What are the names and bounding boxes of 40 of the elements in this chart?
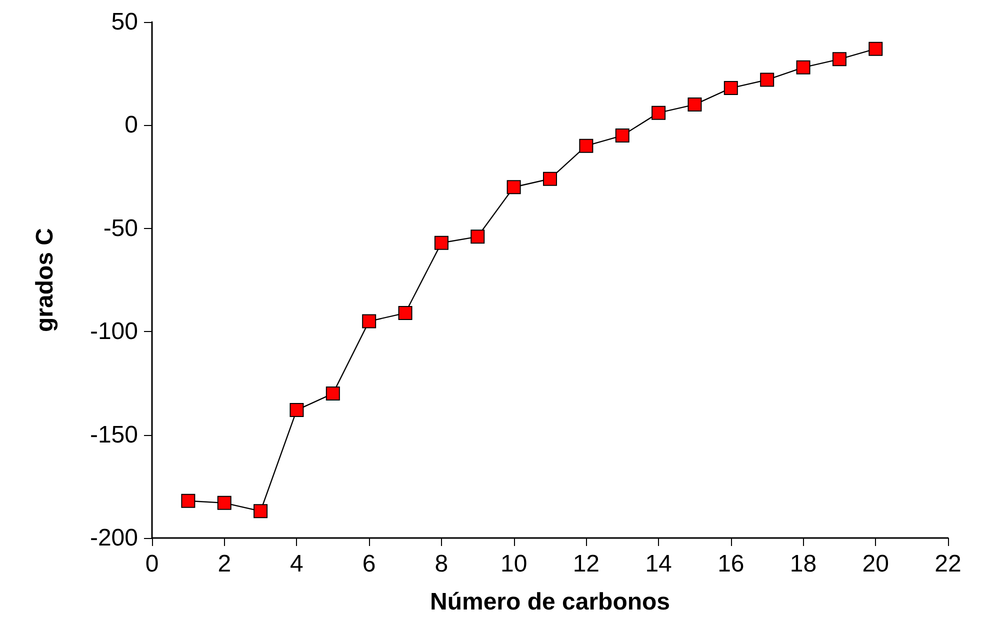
- x-tick-label: 4: [290, 550, 304, 578]
- x-tick-label: 20: [862, 550, 889, 578]
- x-tick-label: 18: [790, 550, 817, 578]
- point: [832, 52, 846, 66]
- x-tick-label: 14: [645, 550, 672, 578]
- x-tick-label: 6: [362, 550, 376, 578]
- point: [434, 236, 448, 250]
- point: [615, 128, 630, 143]
- point: [217, 496, 232, 510]
- point: [181, 494, 196, 508]
- x-tick-label: 0: [145, 550, 159, 578]
- point: [760, 72, 774, 87]
- point: [506, 180, 521, 194]
- point: [796, 60, 810, 74]
- x-tick-label: 16: [718, 550, 744, 578]
- point: [579, 138, 594, 153]
- point: [362, 314, 376, 328]
- point: [290, 403, 304, 418]
- point: [724, 81, 738, 96]
- point: [652, 106, 666, 120]
- y-tick-label: -150: [90, 421, 138, 448]
- point: [470, 230, 485, 244]
- y-tick-label: 0: [124, 112, 138, 139]
- x-tick-label: 2: [218, 550, 232, 578]
- point: [398, 306, 412, 320]
- point: [868, 42, 883, 56]
- point: [254, 504, 268, 518]
- y-tick-label: -100: [90, 318, 138, 346]
- y-axis-title: grados C: [32, 228, 58, 332]
- x-axis-title: Número de carbonos: [430, 588, 670, 616]
- y-tick-label: 50: [111, 8, 138, 36]
- y-tick-label: -50: [103, 214, 138, 242]
- y-tick-label: -200: [90, 524, 138, 552]
- x-tick-label: 22: [934, 550, 962, 578]
- x-tick-label: 10: [500, 550, 528, 578]
- point: [543, 172, 557, 186]
- x-tick-label: 8: [434, 550, 448, 578]
- point: [688, 98, 702, 112]
- x-tick-label: 12: [572, 550, 600, 578]
- point: [326, 386, 340, 401]
